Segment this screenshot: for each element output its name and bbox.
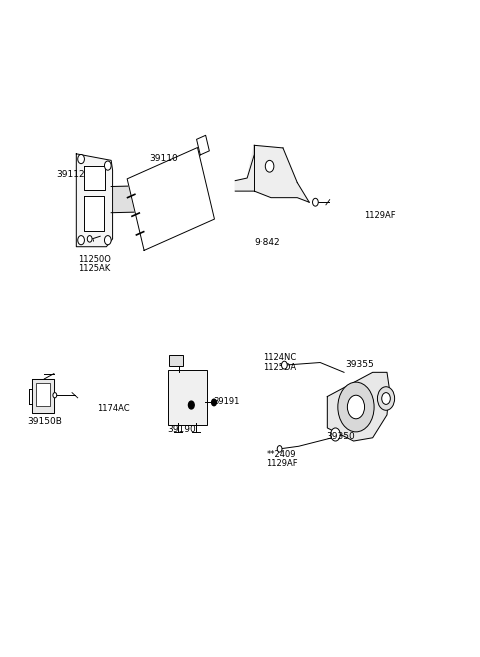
Circle shape: [189, 401, 194, 409]
Circle shape: [382, 393, 390, 405]
Circle shape: [281, 361, 287, 369]
Polygon shape: [111, 186, 138, 213]
Text: 1129AF: 1129AF: [364, 212, 396, 221]
Circle shape: [105, 236, 111, 245]
Circle shape: [78, 154, 84, 164]
Circle shape: [265, 160, 274, 172]
Text: 1129AF: 1129AF: [266, 459, 298, 468]
Circle shape: [87, 236, 92, 242]
FancyBboxPatch shape: [168, 370, 207, 424]
Circle shape: [348, 396, 364, 419]
Polygon shape: [84, 166, 105, 190]
Polygon shape: [33, 379, 54, 413]
Circle shape: [78, 236, 84, 245]
Text: 39191: 39191: [214, 397, 240, 405]
Circle shape: [312, 198, 318, 206]
Text: 39150B: 39150B: [28, 417, 62, 426]
Circle shape: [377, 387, 395, 410]
Text: 9·842: 9·842: [254, 238, 280, 246]
Text: 39190: 39190: [168, 425, 196, 434]
Text: 11250O: 11250O: [78, 256, 111, 264]
Polygon shape: [84, 196, 104, 231]
Polygon shape: [76, 154, 113, 247]
Text: 1174AC: 1174AC: [97, 404, 130, 413]
Circle shape: [212, 399, 216, 406]
Polygon shape: [197, 135, 209, 155]
Text: 1125AK: 1125AK: [78, 265, 110, 273]
Circle shape: [338, 382, 374, 432]
Bar: [169, 355, 183, 367]
Circle shape: [277, 445, 282, 452]
Polygon shape: [235, 145, 309, 202]
Circle shape: [331, 428, 340, 441]
Text: 39350: 39350: [326, 432, 355, 441]
Text: 1124NC: 1124NC: [263, 353, 296, 363]
Text: **2409: **2409: [266, 449, 296, 459]
Circle shape: [105, 161, 111, 170]
Polygon shape: [127, 148, 215, 250]
Polygon shape: [327, 373, 389, 441]
Circle shape: [53, 393, 57, 398]
Bar: [36, 384, 50, 406]
Text: 39355: 39355: [345, 360, 374, 369]
Text: 1125DA: 1125DA: [263, 363, 296, 372]
Text: 39110: 39110: [149, 154, 178, 163]
Text: 39112: 39112: [56, 170, 85, 179]
